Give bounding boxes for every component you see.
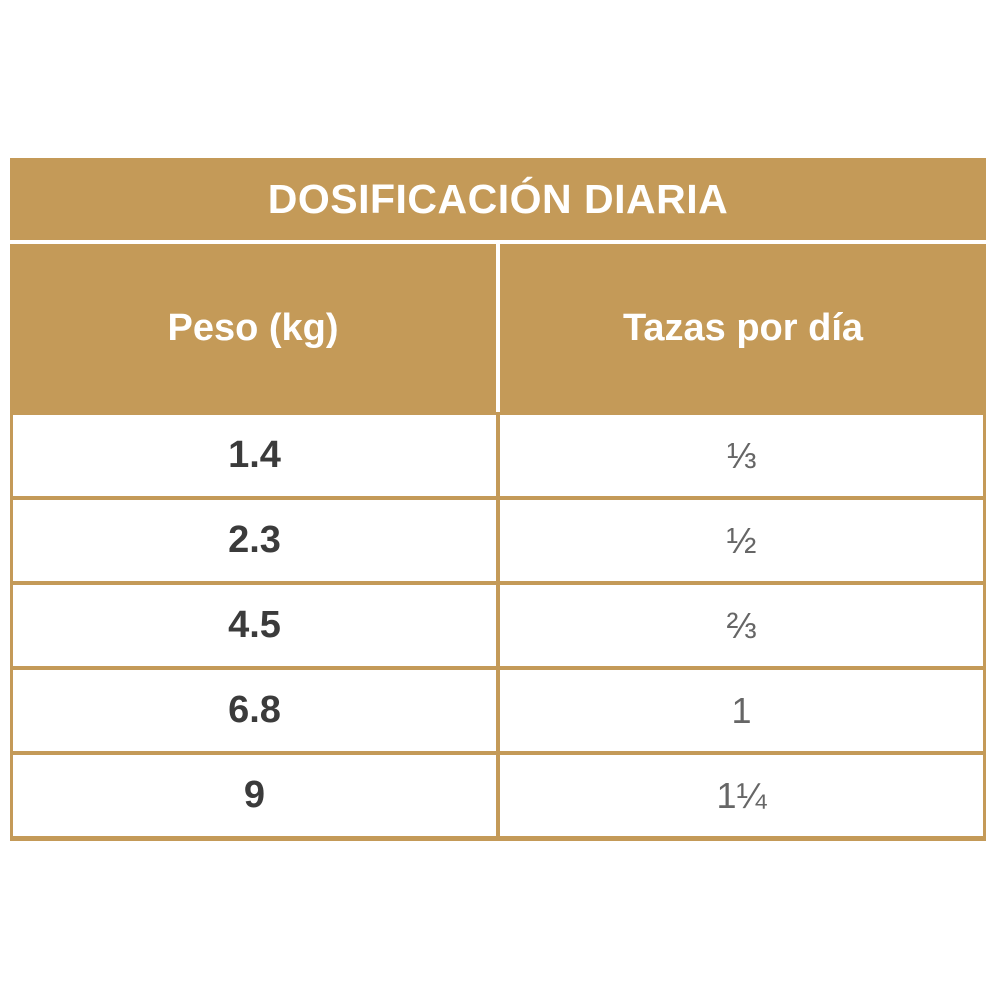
cups-cell: ⅔ — [500, 585, 983, 666]
cups-cell: 1¼ — [500, 755, 983, 836]
cups-cell: 1 — [500, 670, 983, 751]
weight-cell: 9 — [13, 755, 496, 836]
column-header-cups: Tazas por día — [622, 306, 864, 349]
cups-cell: ½ — [500, 500, 983, 581]
table-row: 6.8 1 — [13, 670, 983, 751]
header-column-divider — [496, 244, 500, 412]
title-divider — [10, 240, 986, 244]
table-row: 4.5 ⅔ — [13, 585, 983, 666]
column-header-weight: Peso (kg) — [167, 306, 339, 349]
weight-cell: 6.8 — [13, 670, 496, 751]
table-body: 1.4 ⅓ 2.3 ½ 4.5 ⅔ 6.8 1 9 1¼ — [10, 412, 986, 841]
table-row: 9 1¼ — [13, 755, 983, 836]
table-row: 1.4 ⅓ — [13, 415, 983, 496]
cups-cell: ⅓ — [500, 415, 983, 496]
weight-cell: 1.4 — [13, 415, 496, 496]
table-title: DOSIFICACIÓN DIARIA — [267, 175, 729, 222]
weight-cell: 4.5 — [13, 585, 496, 666]
table-row: 2.3 ½ — [13, 500, 983, 581]
dosage-table: DOSIFICACIÓN DIARIA Peso (kg) Tazas por … — [10, 158, 986, 841]
weight-cell: 2.3 — [13, 500, 496, 581]
